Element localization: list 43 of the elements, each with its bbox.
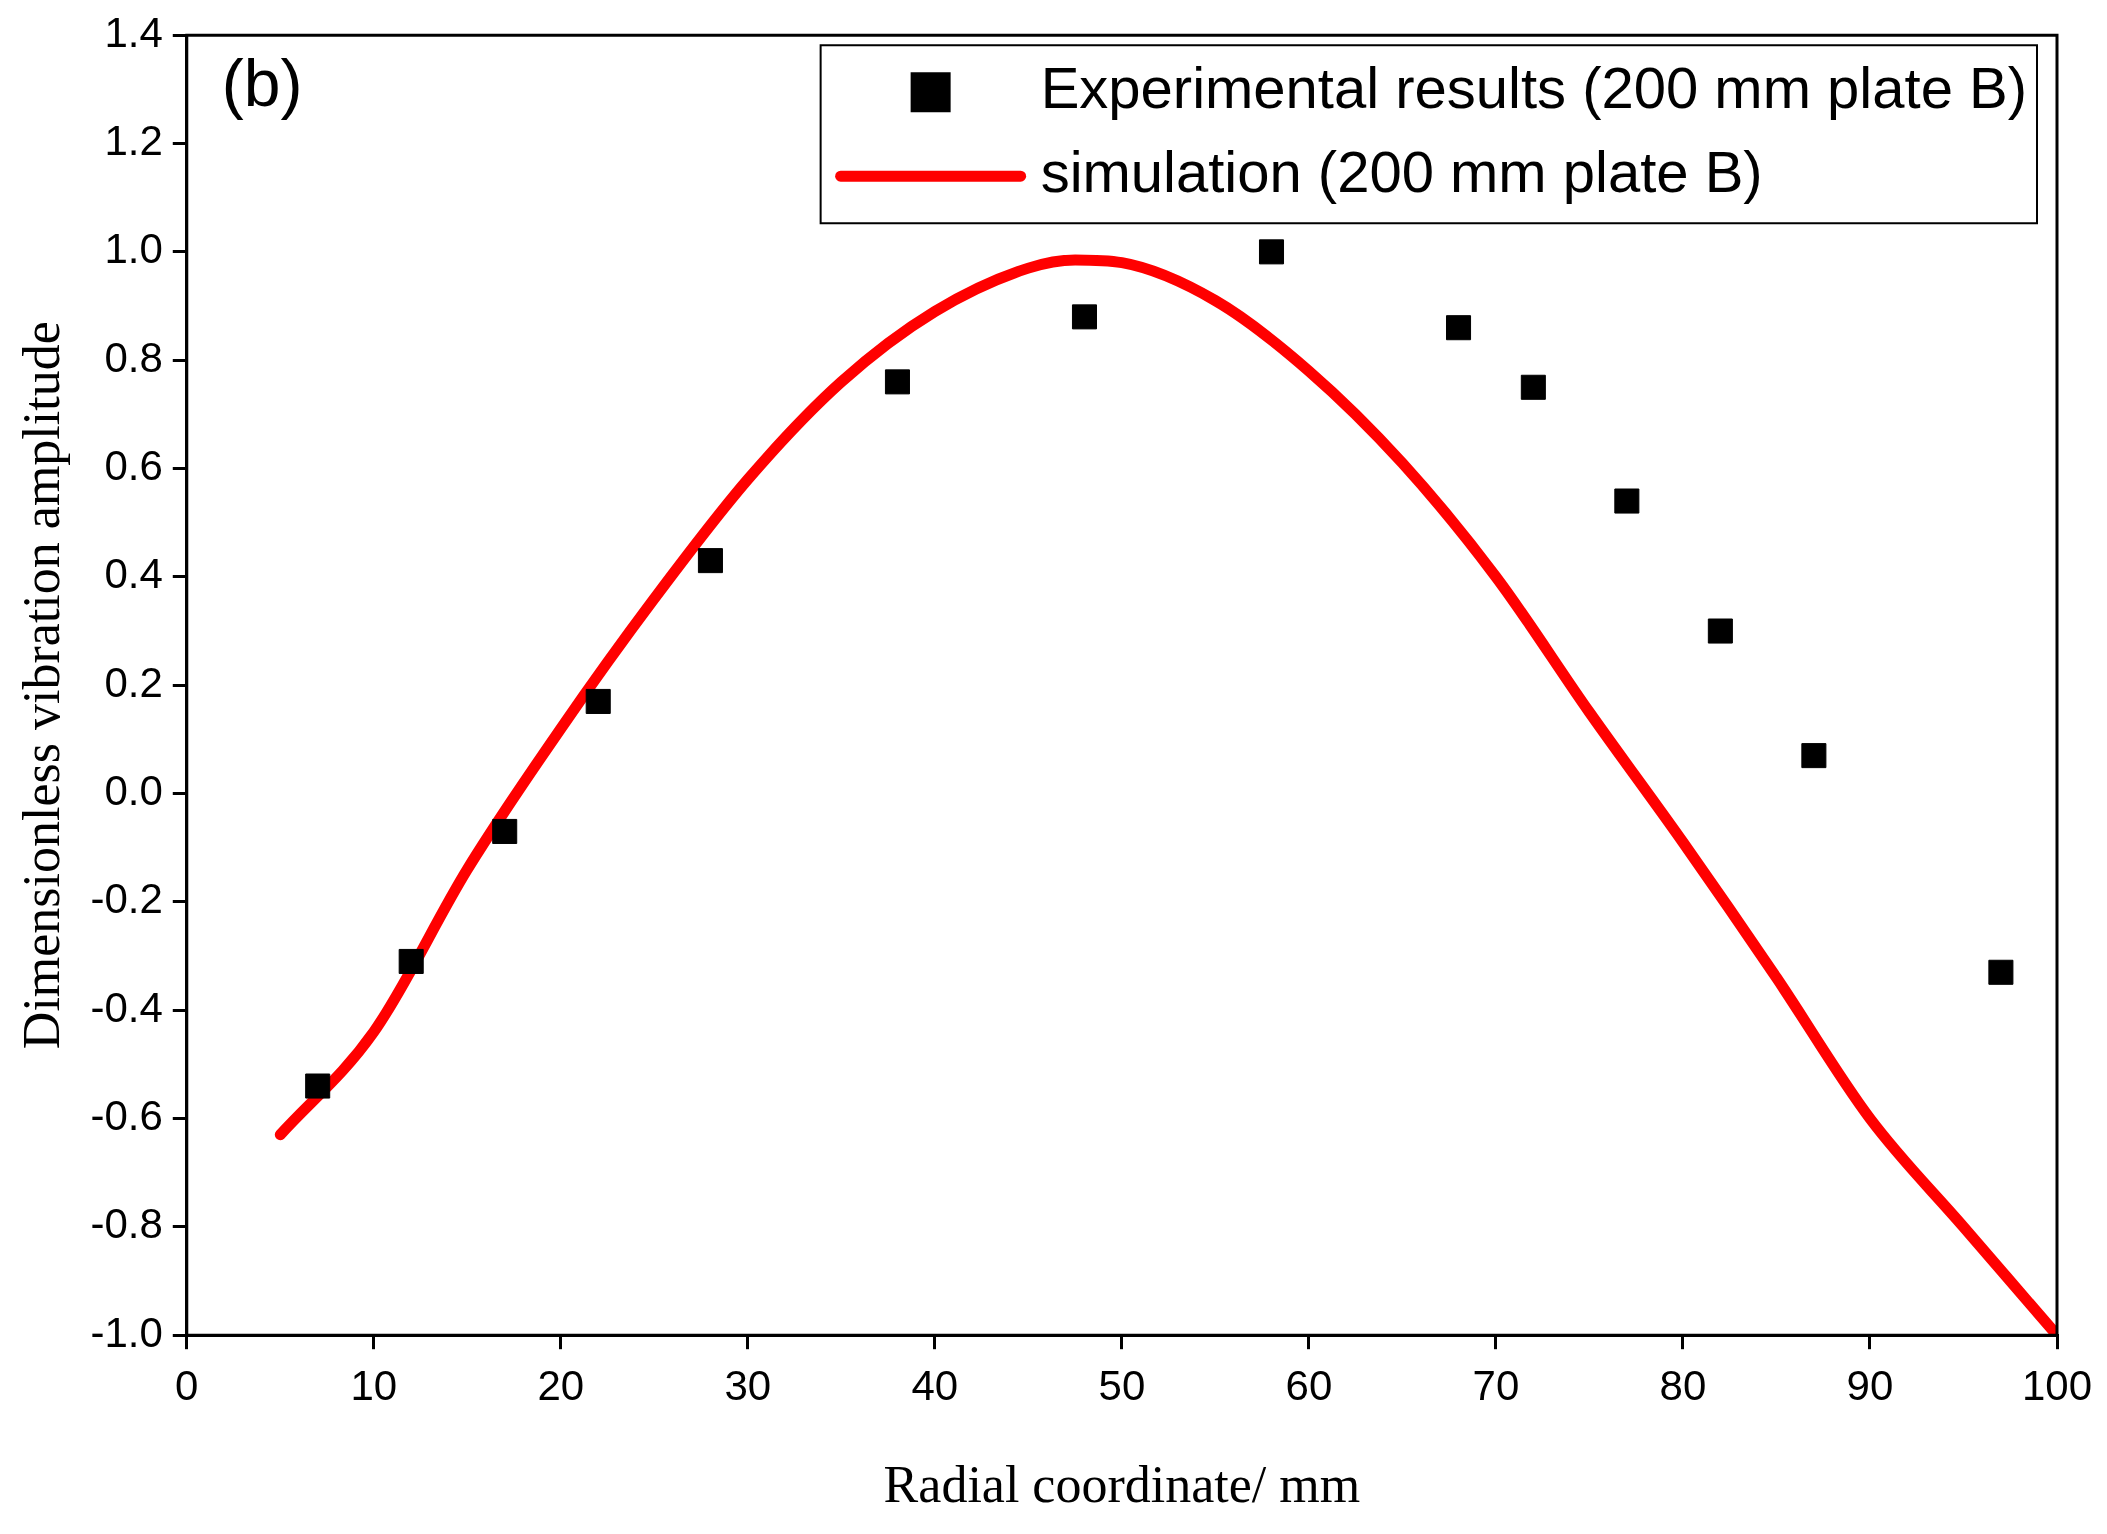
x-axis-title: Radial coordinate/ mm xyxy=(883,1456,1361,1514)
annotation: (b) xyxy=(221,46,303,121)
y-tick-label: -0.6 xyxy=(90,1092,163,1140)
y-tick-label: 0.0 xyxy=(104,767,163,815)
point xyxy=(492,818,518,844)
x-tick-label: 20 xyxy=(537,1361,585,1409)
x-tick-label: 0 xyxy=(175,1361,199,1409)
legend-label: simulation (200 mm plate B) xyxy=(1040,139,1763,205)
y-tick-label: 0.8 xyxy=(104,333,163,381)
point xyxy=(1258,239,1285,265)
point xyxy=(1520,374,1546,400)
y-tick-label: 0.4 xyxy=(104,550,163,598)
y-tick-label: 1.2 xyxy=(104,117,163,165)
y-tick-label: -0.4 xyxy=(90,983,163,1031)
x-tick-label: 10 xyxy=(350,1361,398,1409)
x-tick-label: 60 xyxy=(1285,1361,1333,1409)
y-tick-label: 0.6 xyxy=(104,442,163,490)
point xyxy=(884,369,910,395)
point xyxy=(398,948,424,974)
point xyxy=(1707,618,1733,644)
x-tick-label: 90 xyxy=(1846,1361,1894,1409)
point xyxy=(697,548,723,574)
y-tick-label: -0.8 xyxy=(90,1200,163,1248)
y-tick-label: 1.4 xyxy=(104,8,163,56)
y-tick-label: -0.2 xyxy=(90,875,163,923)
y-tick-label: -1.0 xyxy=(90,1308,163,1356)
y-axis-title: Dimensionless vibration amplitude xyxy=(12,321,70,1050)
point xyxy=(1988,959,2014,985)
y-tick-label: 0.2 xyxy=(104,658,163,706)
point xyxy=(305,1073,331,1099)
x-tick-label: 50 xyxy=(1098,1361,1146,1409)
point xyxy=(1801,743,1827,769)
point xyxy=(1446,315,1472,341)
x-tick-label: 30 xyxy=(724,1361,772,1409)
y-tick-label: 1.0 xyxy=(104,225,163,273)
x-tick-label: 100 xyxy=(2021,1361,2093,1409)
point xyxy=(1071,304,1097,330)
point xyxy=(1614,488,1640,514)
x-tick-label: 80 xyxy=(1659,1361,1707,1409)
legend-label: Experimental results (200 mm plate B) xyxy=(1040,55,2028,121)
x-tick-label: 40 xyxy=(911,1361,959,1409)
point xyxy=(585,688,611,714)
x-tick-label: 70 xyxy=(1472,1361,1520,1409)
